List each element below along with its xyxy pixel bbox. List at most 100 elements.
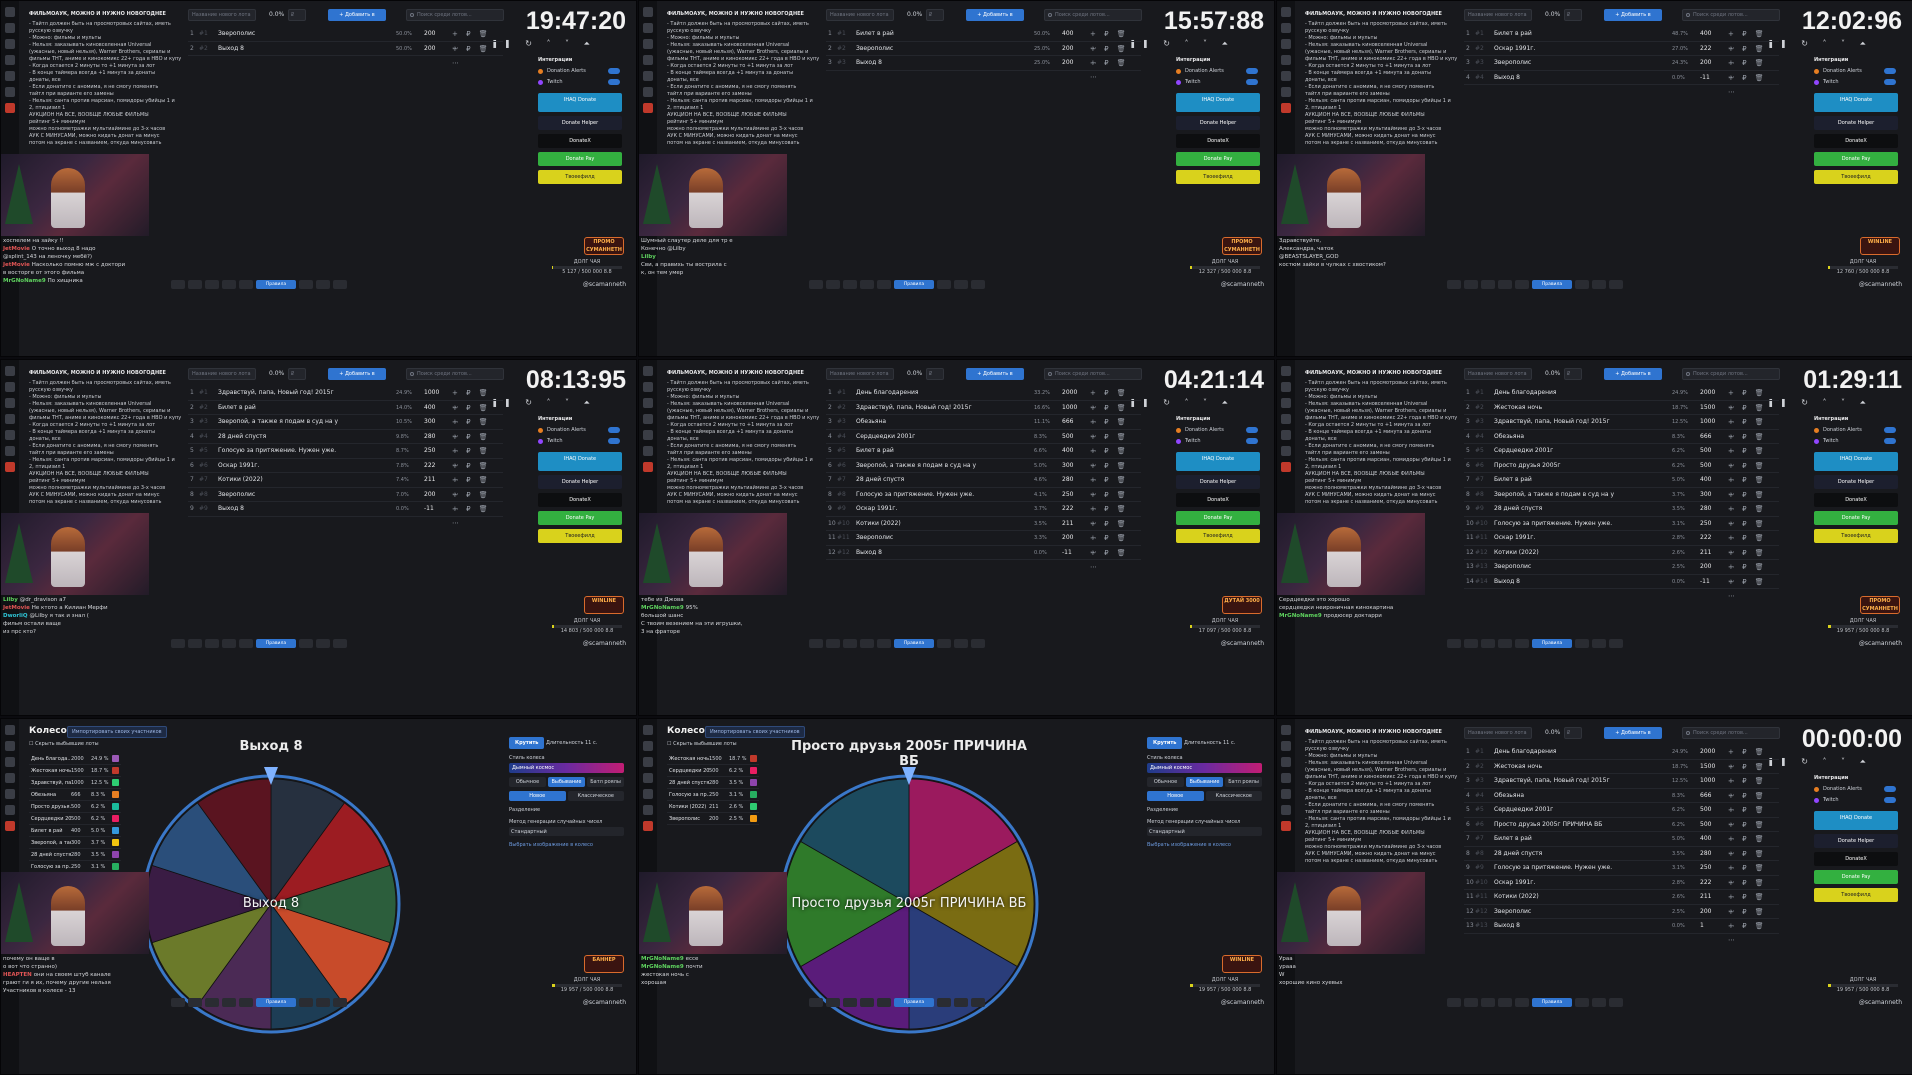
lot-actions[interactable]: + ₽ 🗑 ⋯ <box>452 418 491 440</box>
plus-icon[interactable] <box>1592 280 1606 289</box>
integration-row[interactable]: Twitch <box>1814 796 1898 807</box>
lot-row[interactable]: 8 #8 28 дней спустя 3.5% 280 + ₽ 🗑 ⋯ <box>1464 847 1779 872</box>
trash-icon[interactable] <box>205 639 219 648</box>
donate-service-button[interactable]: Donate Helper <box>538 116 622 130</box>
donate-service-button[interactable]: Donate Pay <box>1814 870 1898 884</box>
rules-button[interactable]: Правила <box>1532 998 1572 1007</box>
fire-icon[interactable] <box>1498 998 1512 1007</box>
logout-icon[interactable] <box>5 821 15 831</box>
trash-icon[interactable] <box>843 998 857 1007</box>
lot-actions[interactable]: + ₽ 🗑 ⋯ <box>1090 418 1129 440</box>
lot-row[interactable]: 7 #7 28 дней спустя 4.6% 280 + ₽ 🗑 ⋯ <box>826 473 1141 498</box>
trash-icon[interactable] <box>843 639 857 648</box>
rules-button[interactable]: Правила <box>256 639 296 648</box>
trash-icon[interactable] <box>205 998 219 1007</box>
stats-icon[interactable] <box>1281 430 1291 440</box>
lot-actions[interactable]: + ₽ 🗑 ⋯ <box>1090 59 1129 81</box>
lot-row[interactable]: 5 #5 Голосую за притяжение. Нужен уже. 8.7%… <box>188 444 503 469</box>
add-lot-button[interactable]: + Добавить в <box>1604 9 1662 21</box>
lot-actions[interactable]: + ₽ 🗑 ⋯ <box>452 505 491 527</box>
donate-service-button[interactable]: DonateX <box>1814 134 1898 148</box>
wheel-mode-tab[interactable]: Выбывание <box>548 777 585 787</box>
search-input[interactable]: Поиск среди лотов... <box>406 9 504 21</box>
search-input[interactable]: Поиск среди лотов... <box>406 368 504 380</box>
lot-row[interactable]: 6 #6 Зверопой, а также я подам в суд на у 5… <box>826 459 1141 484</box>
integration-row[interactable]: Donation Alerts <box>1176 67 1260 78</box>
music-icon[interactable] <box>1515 639 1529 648</box>
sync-icon[interactable] <box>171 280 185 289</box>
wheel-row[interactable]: Котики (2022) 211 2.6 % <box>667 801 759 813</box>
donate-service-button[interactable]: Твоеефилд <box>538 529 622 543</box>
lot-row[interactable]: 10 #10 Оскар 1991г. 2.8% 222 + ₽ 🗑 ⋯ <box>1464 876 1779 901</box>
lot-actions[interactable]: + ₽ 🗑 ⋯ <box>452 490 491 513</box>
integration-toggle[interactable] <box>608 438 620 444</box>
lot-row[interactable]: 2 #2 Выход 8 50.0% 200 + ₽ 🗑 ⋯ <box>188 42 503 67</box>
percent-icon[interactable] <box>299 639 313 648</box>
brush-icon[interactable] <box>1609 639 1623 648</box>
wheel-row[interactable]: Сердцеедки 20...500 6.2 % <box>29 813 121 825</box>
fire-icon[interactable] <box>222 998 236 1007</box>
integration-row[interactable]: Donation Alerts <box>1814 426 1898 437</box>
stats-icon[interactable] <box>643 789 653 799</box>
wheel-icon[interactable] <box>1281 757 1291 767</box>
timer-controls[interactable]: ❚❚ ↻ ˄ ˅ ⏶ <box>491 398 596 407</box>
add-lot-button[interactable]: + Добавить в <box>966 368 1024 380</box>
new-lot-input[interactable]: Название нового лота <box>188 368 256 380</box>
lot-row[interactable]: 2 #2 Зверополис 25.0% 200 + ₽ 🗑 ⋯ <box>826 42 1141 67</box>
wheel-row[interactable]: Обезьяна 666 8.3 % <box>29 789 121 801</box>
lot-actions[interactable]: + ₽ 🗑 ⋯ <box>1090 461 1129 484</box>
lot-row[interactable]: 4 #4 Сердцеедки 2001г 8.3% 500 + ₽ 🗑 ⋯ <box>826 430 1141 455</box>
percent-icon[interactable] <box>299 280 313 289</box>
integration-row[interactable]: Donation Alerts <box>1814 785 1898 796</box>
trash-icon[interactable] <box>843 280 857 289</box>
wheel-variant-tab[interactable]: Классическое <box>1205 791 1262 801</box>
gear-icon[interactable] <box>5 23 15 33</box>
logout-icon[interactable] <box>1281 821 1291 831</box>
wheel-mode-tab[interactable]: Обычное <box>509 777 546 787</box>
home-icon[interactable] <box>5 366 15 376</box>
lot-row[interactable]: 1 #1 Билет в рай 50.0% 400 + ₽ 🗑 ⋯ <box>826 27 1141 52</box>
lot-actions[interactable]: + ₽ 🗑 ⋯ <box>1090 476 1129 498</box>
gear-icon[interactable] <box>643 741 653 751</box>
lot-actions[interactable]: + ₽ 🗑 ⋯ <box>1728 762 1767 785</box>
trash-icon[interactable] <box>1481 280 1495 289</box>
lot-actions[interactable]: + ₽ 🗑 ⋯ <box>1728 849 1767 872</box>
lot-row[interactable]: 12 #12 Выход 8 0.0% -11 + ₽ 🗑 ⋯ <box>826 546 1141 571</box>
rules-button[interactable]: Правила <box>894 639 934 648</box>
amount-input[interactable]: ₽ <box>288 9 306 21</box>
integration-toggle[interactable] <box>1884 68 1896 74</box>
dollar-icon[interactable] <box>826 280 840 289</box>
sync-icon[interactable] <box>171 998 185 1007</box>
lot-actions[interactable]: + ₽ 🗑 ⋯ <box>1728 505 1767 527</box>
donate-service-button[interactable]: DonateX <box>538 134 622 148</box>
donate-service-button[interactable]: DonateX <box>538 493 622 507</box>
brush-icon[interactable] <box>1609 998 1623 1007</box>
dollar-icon[interactable] <box>1464 998 1478 1007</box>
stats-icon[interactable] <box>5 430 15 440</box>
rules-button[interactable]: Правила <box>1532 639 1572 648</box>
new-lot-input[interactable]: Название нового лота <box>826 9 894 21</box>
music-icon[interactable] <box>239 998 253 1007</box>
percent-icon[interactable] <box>1575 998 1589 1007</box>
new-lot-input[interactable]: Название нового лота <box>1464 368 1532 380</box>
donate-service-button[interactable]: Твоеефилд <box>1176 170 1260 184</box>
lot-actions[interactable]: + ₽ 🗑 ⋯ <box>452 447 491 469</box>
integration-toggle[interactable] <box>1884 79 1896 85</box>
fire-icon[interactable] <box>1498 280 1512 289</box>
donate-service-button[interactable]: Donate Pay <box>538 152 622 166</box>
trash-icon[interactable] <box>1481 639 1495 648</box>
home-icon[interactable] <box>643 725 653 735</box>
donate-service-button[interactable]: IHAQ Donate <box>538 452 622 471</box>
history-icon[interactable] <box>1281 414 1291 424</box>
plus-icon[interactable] <box>1592 998 1606 1007</box>
lot-actions[interactable]: + ₽ 🗑 ⋯ <box>1728 418 1767 440</box>
integration-toggle[interactable] <box>1246 79 1258 85</box>
brush-icon[interactable] <box>333 280 347 289</box>
help-icon[interactable] <box>1281 87 1291 97</box>
hide-eliminated-toggle[interactable]: ☐ Скрыть выбывшие лоты <box>667 741 737 747</box>
stats-icon[interactable] <box>643 71 653 81</box>
help-icon[interactable] <box>5 446 15 456</box>
wheel-mode-tab[interactable]: Батл роялы <box>587 777 624 787</box>
lot-row[interactable]: 4 #4 Обезьяна 8.3% 666 + ₽ 🗑 ⋯ <box>1464 789 1779 814</box>
lot-actions[interactable]: + ₽ 🗑 ⋯ <box>452 44 491 67</box>
